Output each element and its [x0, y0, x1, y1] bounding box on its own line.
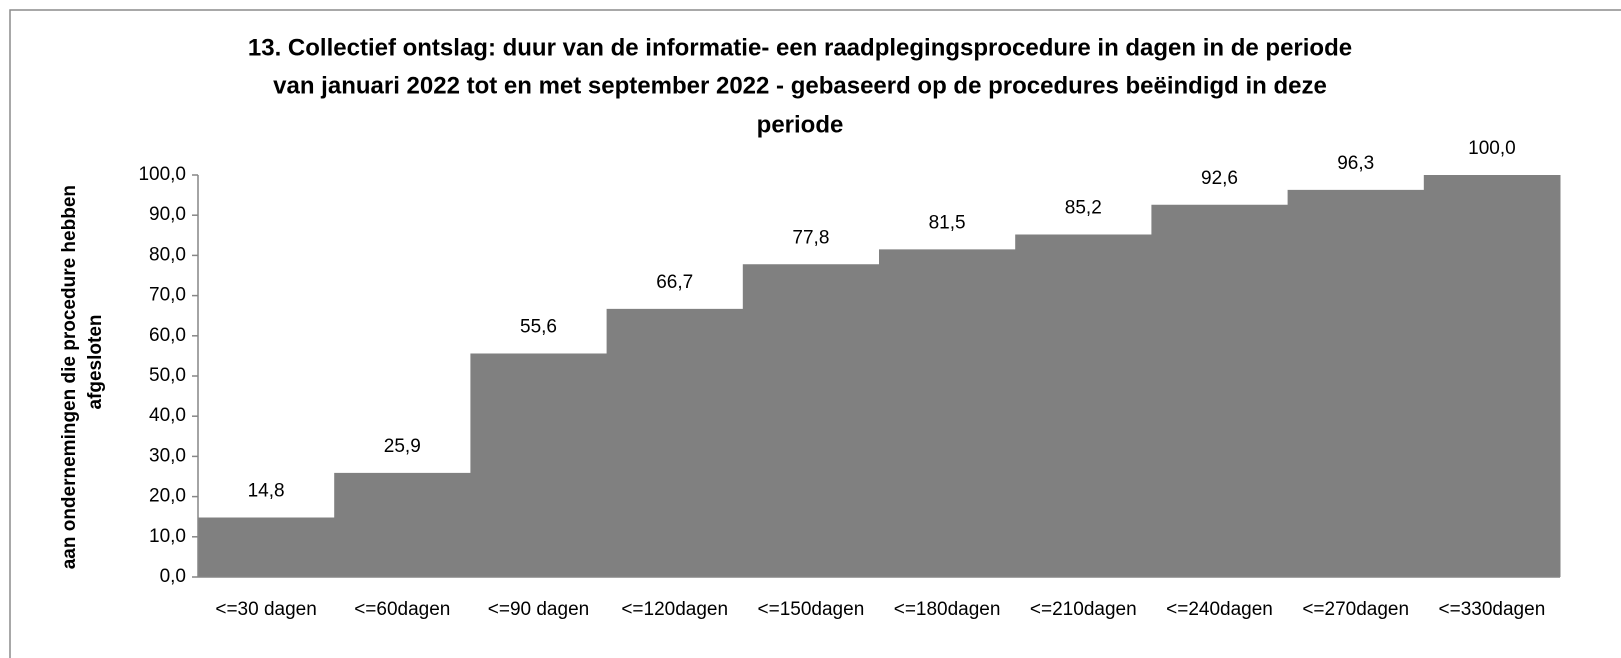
chart-title: periode — [757, 111, 844, 138]
bar — [742, 264, 880, 577]
bar — [1423, 175, 1561, 577]
data-label: 77,8 — [792, 227, 829, 248]
data-label: 25,9 — [384, 436, 421, 457]
x-tick-label: <=90 dagen — [488, 599, 589, 620]
y-tick-label: 70,0 — [149, 285, 186, 306]
x-tick-label: <=120dagen — [621, 599, 728, 620]
y-tick-label: 80,0 — [149, 244, 186, 265]
data-label: 55,6 — [520, 317, 557, 338]
bar — [1015, 234, 1152, 577]
bar — [470, 353, 608, 577]
y-axis-label: afgesloten — [85, 314, 106, 409]
data-label: 66,7 — [656, 272, 693, 293]
x-tick-label: <=60dagen — [354, 599, 450, 620]
x-tick-label: <=240dagen — [1166, 599, 1273, 620]
bar — [879, 249, 1016, 577]
x-tick-label: <=210dagen — [1030, 599, 1137, 620]
data-label: 85,2 — [1065, 198, 1102, 219]
x-tick-label: <=270dagen — [1302, 599, 1409, 620]
bar — [606, 308, 744, 577]
data-label: 92,6 — [1201, 168, 1238, 189]
y-tick-label: 60,0 — [149, 325, 186, 346]
bar — [198, 517, 335, 577]
chart-title: van januari 2022 tot en met september 20… — [273, 72, 1327, 99]
data-label: 81,5 — [929, 212, 966, 233]
y-tick-label: 30,0 — [149, 445, 186, 466]
y-tick-label: 20,0 — [149, 486, 186, 507]
y-tick-label: 90,0 — [149, 204, 186, 225]
y-tick-label: 0,0 — [160, 566, 186, 587]
data-label: 14,8 — [248, 481, 285, 502]
x-tick-label: <=330dagen — [1439, 599, 1546, 620]
y-tick-label: 100,0 — [138, 164, 186, 185]
bar — [1151, 204, 1289, 578]
x-tick-label: <=180dagen — [894, 599, 1001, 620]
data-label: 100,0 — [1468, 138, 1516, 159]
x-tick-label: <=30 dagen — [215, 599, 316, 620]
bar — [1287, 189, 1425, 577]
y-tick-label: 40,0 — [149, 405, 186, 426]
y-tick-label: 50,0 — [149, 365, 186, 386]
chart-title: 13. Collectief ontslag: duur van de info… — [248, 34, 1352, 61]
bar — [334, 472, 471, 577]
y-tick-label: 10,0 — [149, 526, 186, 547]
data-label: 96,3 — [1337, 153, 1374, 174]
x-tick-label: <=150dagen — [758, 599, 865, 620]
y-axis-label: aan ondernemingen die procedure hebben — [59, 185, 80, 569]
